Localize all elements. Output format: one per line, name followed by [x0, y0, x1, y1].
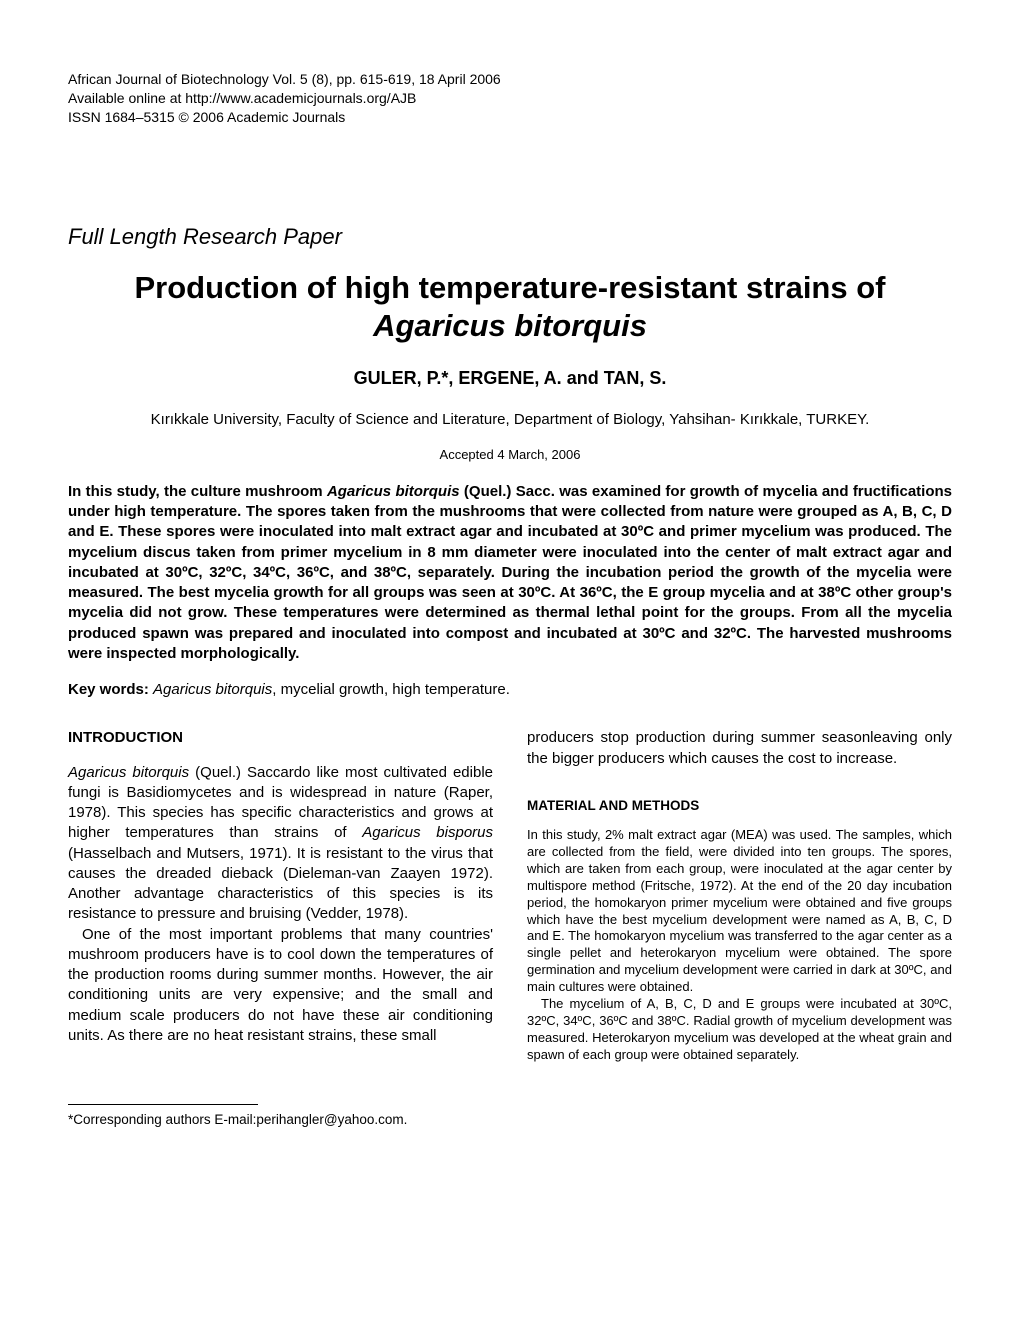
journal-header: African Journal of Biotechnology Vol. 5 …: [68, 70, 952, 127]
intro-species-1: Agaricus bitorquis: [68, 764, 189, 781]
paper-type: Full Length Research Paper: [68, 222, 952, 252]
methods-heading: MATERIAL AND METHODS: [527, 797, 952, 815]
keywords-label: Key words:: [68, 681, 153, 698]
intro-p2: One of the most important problems that …: [68, 925, 493, 1047]
paper-title: Production of high temperature-resistant…: [68, 269, 952, 343]
right-column: producers stop production during summer …: [527, 728, 952, 1129]
affiliation: Kırıkkale University, Faculty of Science…: [68, 410, 952, 430]
intro-t2: (Hasselbach and Mutsers, 1971). It is re…: [68, 845, 493, 923]
abstract-prefix: In this study, the culture mushroom: [68, 483, 327, 500]
body-columns: INTRODUCTION Agaricus bitorquis (Quel.) …: [68, 728, 952, 1129]
keywords-species: Agaricus bitorquis: [153, 681, 272, 698]
journal-line-3: ISSN 1684–5315 © 2006 Academic Journals: [68, 108, 952, 127]
intro-species-2: Agaricus bisporus: [362, 824, 493, 841]
abstract: In this study, the culture mushroom Agar…: [68, 482, 952, 664]
intro-p1: Agaricus bitorquis (Quel.) Saccardo like…: [68, 763, 493, 925]
title-line-1: Production of high temperature-resistant…: [135, 270, 886, 305]
corresponding-footnote: *Corresponding authors E-mail:perihangle…: [68, 1111, 493, 1129]
keywords: Key words: Agaricus bitorquis, mycelial …: [68, 680, 952, 700]
methods-p1: In this study, 2% malt extract agar (MEA…: [527, 827, 952, 996]
title-species: Agaricus bitorquis: [373, 308, 647, 343]
left-column: INTRODUCTION Agaricus bitorquis (Quel.) …: [68, 728, 493, 1129]
authors: GULER, P.*, ERGENE, A. and TAN, S.: [68, 366, 952, 390]
footnote-rule: [68, 1104, 258, 1105]
abstract-species: Agaricus bitorquis: [327, 483, 460, 500]
keywords-rest: , mycelial growth, high temperature.: [272, 681, 510, 698]
intro-p3: producers stop production during summer …: [527, 728, 952, 769]
intro-heading: INTRODUCTION: [68, 728, 493, 748]
methods-p2: The mycelium of A, B, C, D and E groups …: [527, 996, 952, 1064]
journal-line-1: African Journal of Biotechnology Vol. 5 …: [68, 70, 952, 89]
accepted-date: Accepted 4 March, 2006: [68, 446, 952, 464]
abstract-body: (Quel.) Sacc. was examined for growth of…: [68, 483, 952, 662]
journal-line-2: Available online at http://www.academicj…: [68, 89, 952, 108]
